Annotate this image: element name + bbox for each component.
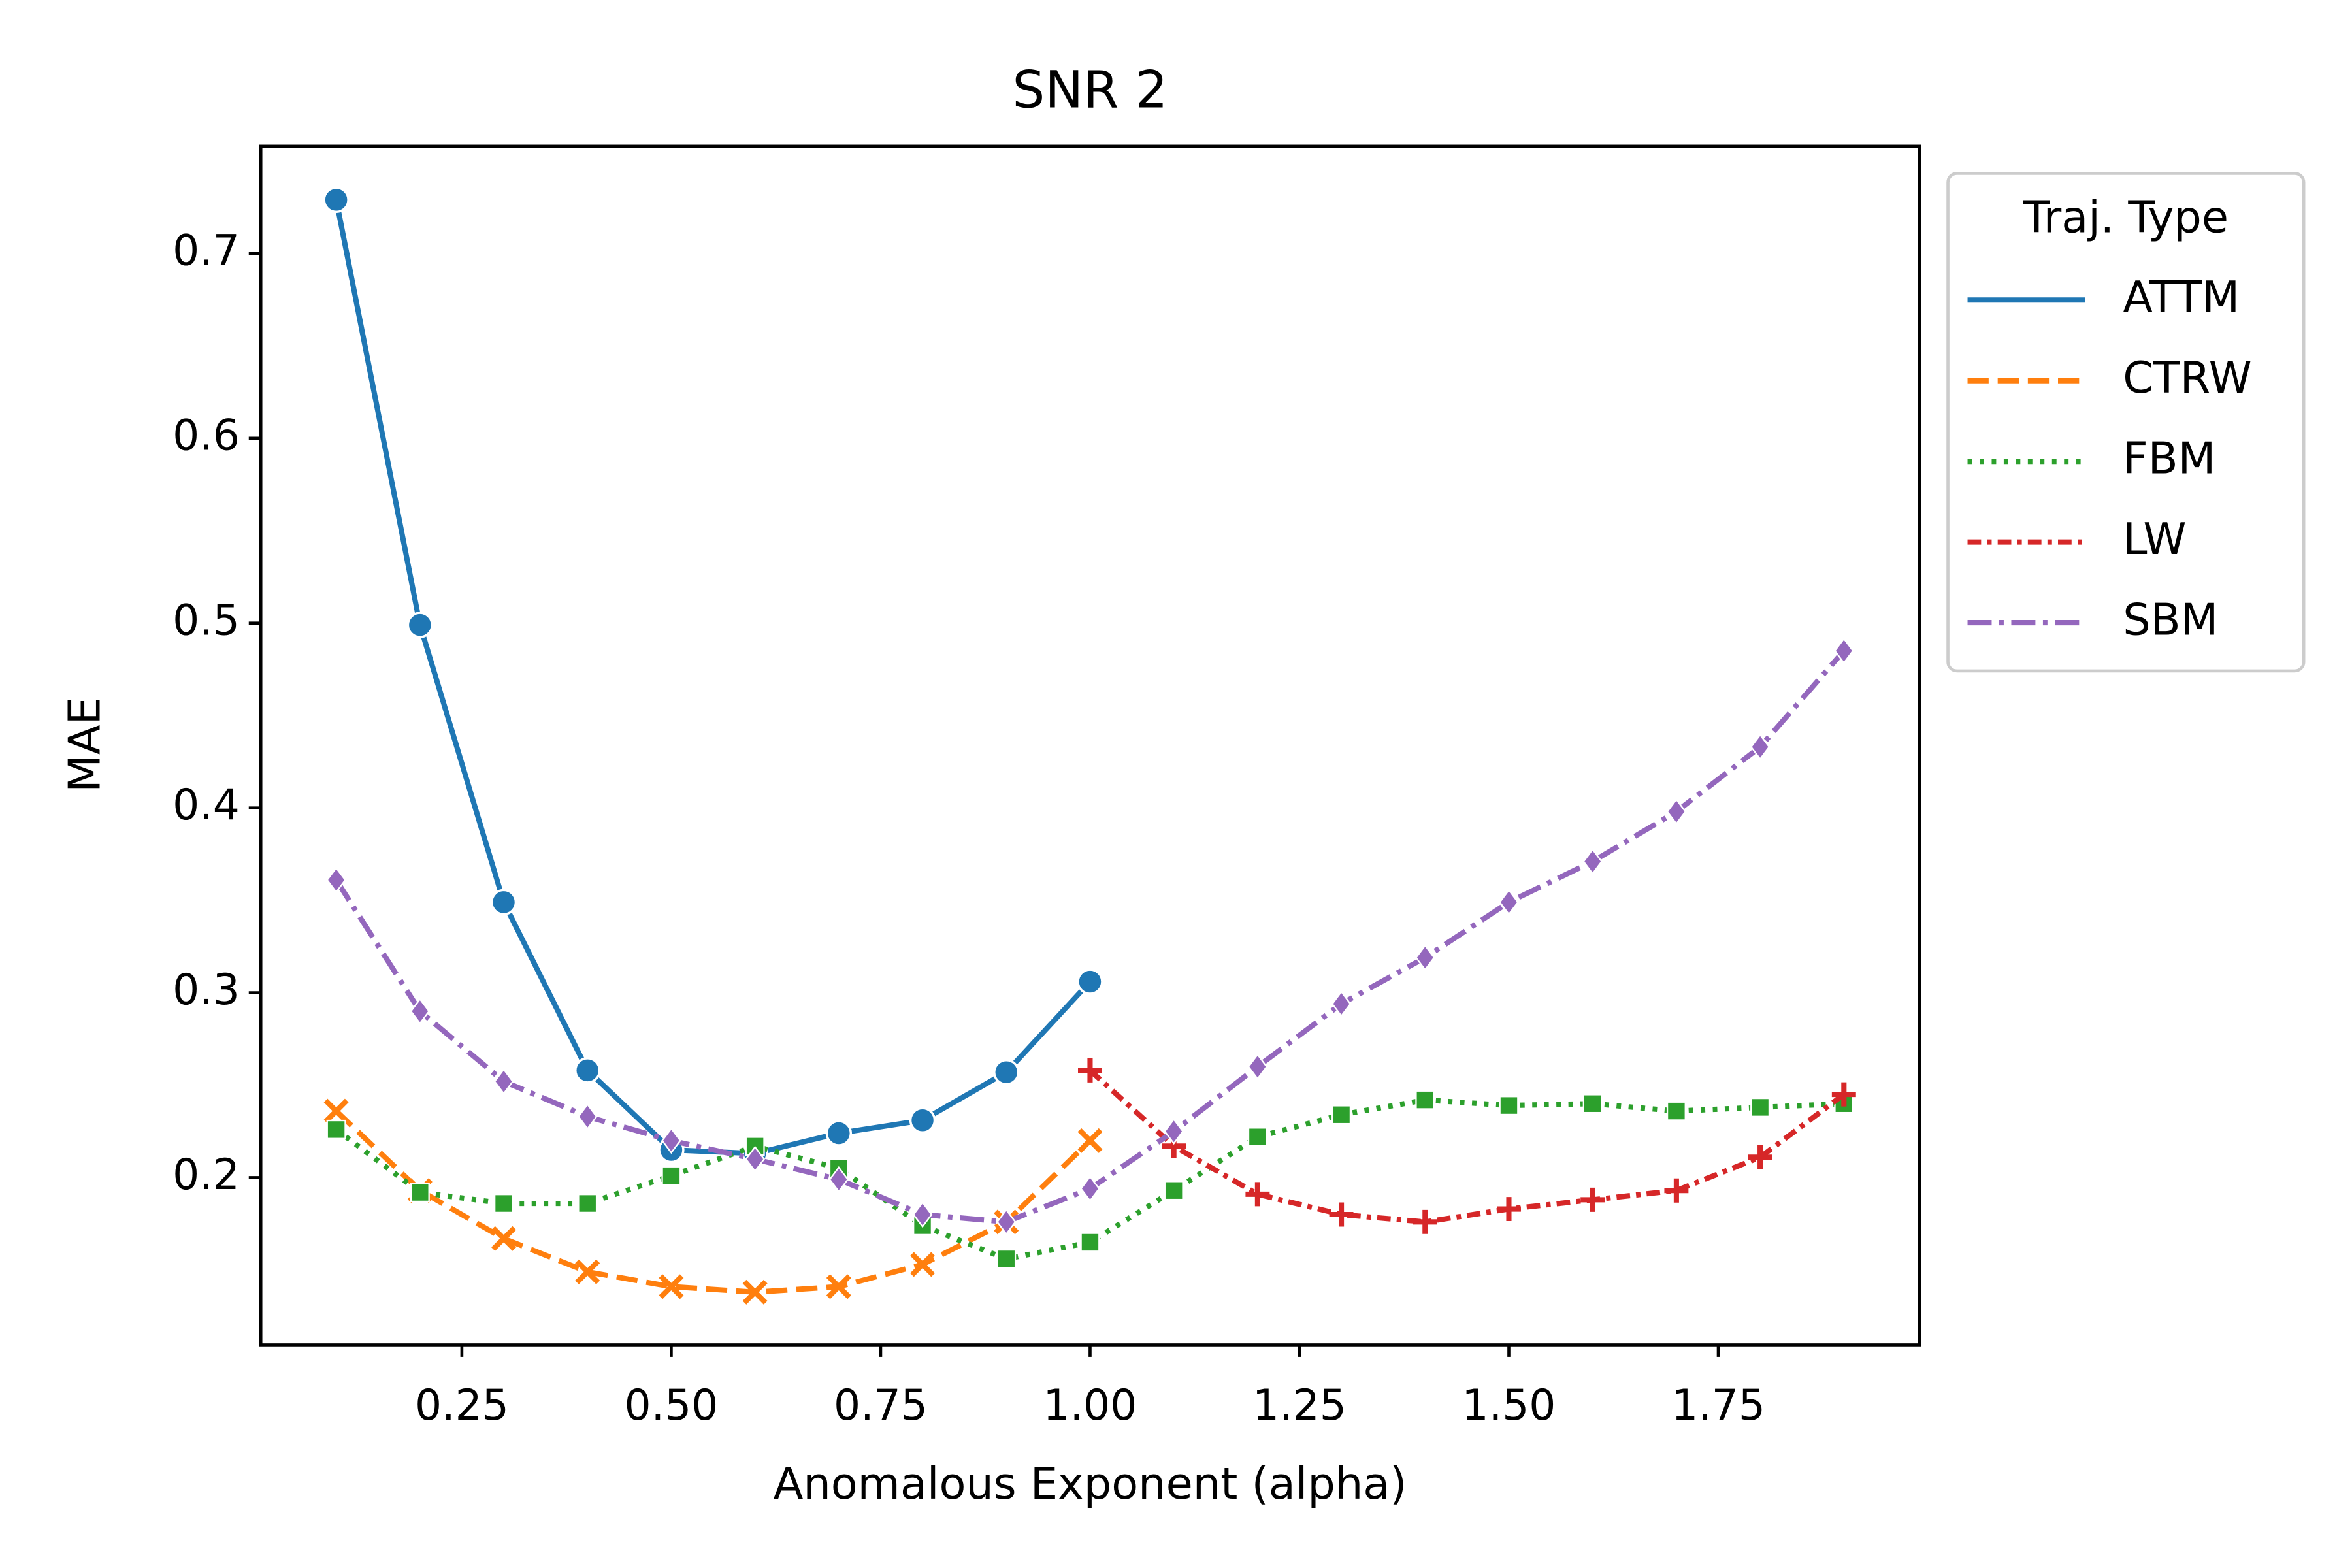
marker bbox=[910, 1252, 936, 1277]
marker bbox=[1415, 1090, 1435, 1110]
series-line bbox=[1088, 1068, 1846, 1225]
axes-frame bbox=[259, 144, 1921, 1347]
marker bbox=[659, 1274, 684, 1299]
y-tick-label: 0.4 bbox=[172, 781, 240, 830]
marker bbox=[1831, 1082, 1856, 1107]
marker bbox=[1245, 1182, 1270, 1207]
marker bbox=[1077, 968, 1103, 995]
marker bbox=[1580, 1187, 1605, 1212]
marker bbox=[326, 866, 346, 894]
marker bbox=[1077, 1128, 1103, 1153]
marker bbox=[1247, 1053, 1268, 1081]
x-tick-label: 1.75 bbox=[1671, 1381, 1765, 1430]
legend-label: LW bbox=[2123, 514, 2186, 564]
marker bbox=[661, 1127, 681, 1154]
marker bbox=[1748, 1145, 1772, 1169]
marker bbox=[1750, 733, 1771, 760]
marker bbox=[826, 1274, 851, 1299]
marker bbox=[1080, 1175, 1100, 1202]
marker bbox=[828, 1166, 849, 1193]
chart-title: SNR 2 bbox=[1013, 60, 1168, 120]
series-line bbox=[334, 649, 1846, 1225]
marker bbox=[993, 1058, 1020, 1086]
y-tick-label: 0.7 bbox=[172, 227, 240, 276]
marker bbox=[661, 1166, 681, 1186]
x-tick-label: 1.25 bbox=[1252, 1381, 1347, 1430]
marker bbox=[1077, 1058, 1102, 1083]
y-tick-label: 0.6 bbox=[172, 411, 240, 460]
marker bbox=[1164, 1118, 1184, 1145]
x-axis-label: Anomalous Exponent (alpha) bbox=[774, 1458, 1407, 1509]
marker bbox=[493, 1068, 514, 1095]
legend-label: ATTM bbox=[2123, 272, 2240, 323]
marker bbox=[490, 889, 517, 916]
marker bbox=[494, 1194, 514, 1214]
legend-label: CTRW bbox=[2123, 352, 2252, 403]
marker bbox=[410, 998, 431, 1025]
marker bbox=[491, 1226, 517, 1251]
marker bbox=[1164, 1181, 1184, 1201]
marker bbox=[1582, 848, 1603, 875]
x-tick-label: 0.50 bbox=[625, 1381, 719, 1430]
x-tick-label: 0.75 bbox=[834, 1381, 928, 1430]
y-axis-label: MAE bbox=[59, 697, 110, 792]
legend-title: Traj. Type bbox=[2023, 191, 2229, 242]
marker bbox=[825, 1120, 853, 1147]
marker bbox=[745, 1145, 765, 1173]
legend: Traj. Type ATTM CTRW FBM LW SBM bbox=[1946, 172, 2306, 673]
x-tick-label: 1.00 bbox=[1043, 1381, 1137, 1430]
marker bbox=[1666, 798, 1687, 825]
marker bbox=[1582, 1094, 1603, 1114]
series-line bbox=[334, 1109, 1092, 1295]
marker bbox=[1331, 1105, 1352, 1125]
marker bbox=[574, 1057, 601, 1084]
marker bbox=[578, 1194, 598, 1214]
y-tick-label: 0.2 bbox=[172, 1151, 240, 1200]
marker bbox=[1664, 1178, 1689, 1203]
marker bbox=[1750, 1097, 1771, 1117]
y-tick-label: 0.5 bbox=[172, 596, 240, 645]
marker bbox=[1247, 1127, 1267, 1147]
legend-label: SBM bbox=[2123, 595, 2218, 645]
marker bbox=[996, 1208, 1017, 1235]
marker bbox=[1331, 990, 1352, 1017]
marker bbox=[1414, 944, 1435, 972]
marker bbox=[577, 1103, 598, 1130]
marker bbox=[1499, 1096, 1519, 1116]
marker bbox=[323, 1098, 349, 1124]
marker bbox=[996, 1249, 1017, 1269]
x-tick-label: 1.50 bbox=[1462, 1381, 1556, 1430]
series-line bbox=[333, 199, 1092, 1156]
marker bbox=[406, 612, 434, 638]
x-tick-label: 0.25 bbox=[415, 1381, 509, 1430]
marker bbox=[1497, 1197, 1521, 1221]
marker bbox=[1080, 1232, 1100, 1252]
marker bbox=[1329, 1202, 1354, 1227]
marker bbox=[1499, 889, 1519, 916]
marker bbox=[1834, 637, 1854, 664]
plot-area bbox=[323, 186, 1856, 1305]
marker bbox=[410, 1183, 430, 1203]
y-tick-label: 0.3 bbox=[172, 966, 240, 1015]
marker bbox=[326, 1119, 346, 1139]
marker bbox=[1413, 1209, 1437, 1234]
marker bbox=[323, 186, 350, 214]
legend-label: FBM bbox=[2123, 433, 2215, 484]
marker bbox=[912, 1201, 933, 1228]
marker bbox=[909, 1107, 936, 1134]
marker bbox=[1666, 1101, 1686, 1121]
marker bbox=[575, 1259, 600, 1284]
marker bbox=[742, 1279, 768, 1305]
